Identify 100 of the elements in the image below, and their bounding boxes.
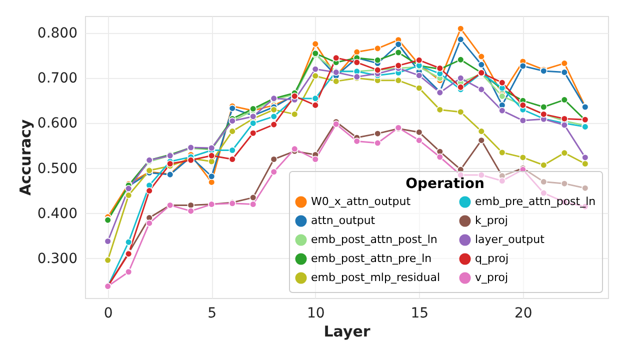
point xyxy=(250,120,257,127)
point xyxy=(332,54,340,62)
point xyxy=(270,156,278,163)
point xyxy=(291,145,298,152)
legend-label: emb_post_mlp_residual xyxy=(311,271,440,284)
point xyxy=(374,130,382,138)
legend-label: attn_output xyxy=(311,214,376,227)
point xyxy=(436,106,444,114)
point xyxy=(353,138,360,145)
point xyxy=(270,121,278,128)
point xyxy=(125,184,132,192)
point xyxy=(125,192,132,199)
y-tick-label: 0.600 xyxy=(37,116,78,132)
point xyxy=(104,238,112,245)
point xyxy=(353,48,360,56)
legend-label: emb_post_attn_pre_ln xyxy=(311,252,432,265)
point xyxy=(582,184,589,192)
point xyxy=(457,25,464,32)
point xyxy=(312,94,319,102)
point xyxy=(353,58,360,66)
point xyxy=(416,72,423,80)
point xyxy=(498,177,506,184)
point xyxy=(332,78,340,85)
y-tick-label: 0.400 xyxy=(37,206,78,222)
point xyxy=(104,256,112,264)
point xyxy=(374,56,382,64)
point xyxy=(394,76,402,84)
point xyxy=(250,130,257,137)
point xyxy=(540,162,548,169)
point xyxy=(560,96,568,104)
legend-label: k_proj xyxy=(475,214,508,227)
point xyxy=(208,152,216,160)
legend-label: W0_x_attn_output xyxy=(311,195,412,208)
y-tick-label: 0.700 xyxy=(37,70,78,87)
point xyxy=(166,160,174,168)
point xyxy=(457,108,464,116)
point xyxy=(416,56,423,64)
point xyxy=(478,136,485,144)
legend-label: emb_post_attn_post_ln xyxy=(311,233,438,246)
point xyxy=(519,154,526,162)
point xyxy=(436,153,444,161)
point xyxy=(498,107,506,114)
point xyxy=(519,62,526,70)
point xyxy=(560,149,568,156)
x-tick-label: 20 xyxy=(514,306,532,322)
point xyxy=(478,52,485,60)
point xyxy=(208,178,216,186)
legend-label: v_proj xyxy=(475,271,508,284)
point xyxy=(228,128,236,135)
point xyxy=(519,116,526,124)
point xyxy=(374,44,382,52)
legend-title: Operation xyxy=(406,176,484,192)
point xyxy=(560,180,568,188)
x-tick-label: 10 xyxy=(306,306,325,322)
point xyxy=(146,187,153,194)
point xyxy=(208,172,216,180)
point xyxy=(560,68,568,76)
point xyxy=(187,202,194,209)
point xyxy=(312,40,319,48)
point xyxy=(540,178,548,186)
point xyxy=(457,56,464,64)
legend-label: emb_pre_attn_post_ln xyxy=(475,195,596,208)
y-axis-title: Accuracy xyxy=(16,119,34,196)
point xyxy=(270,112,278,120)
point xyxy=(416,128,423,136)
point xyxy=(394,62,402,70)
point xyxy=(312,156,319,163)
point xyxy=(228,156,236,163)
y-tick-label: 0.800 xyxy=(37,26,78,42)
point xyxy=(374,139,382,147)
point xyxy=(312,72,319,80)
point xyxy=(478,128,485,135)
point xyxy=(125,268,132,276)
point xyxy=(146,220,153,227)
point xyxy=(457,74,464,82)
point xyxy=(540,189,548,197)
point xyxy=(478,61,485,68)
point xyxy=(416,136,423,144)
point xyxy=(250,194,257,202)
point xyxy=(416,84,423,92)
x-tick-label: 5 xyxy=(208,306,217,322)
x-tick-label: 0 xyxy=(104,306,113,322)
point xyxy=(250,200,257,208)
point xyxy=(125,238,132,246)
point xyxy=(498,148,506,156)
point xyxy=(270,106,278,114)
point xyxy=(208,158,216,166)
point xyxy=(270,168,278,176)
legend-label: layer_output xyxy=(475,233,546,246)
point xyxy=(312,66,319,73)
y-tick-label: 0.500 xyxy=(37,160,78,177)
point xyxy=(560,115,568,122)
point xyxy=(394,40,402,48)
x-axis-title: Layer xyxy=(324,322,371,340)
point xyxy=(540,103,548,111)
point xyxy=(291,110,298,118)
point xyxy=(332,120,340,128)
point xyxy=(498,92,506,100)
point xyxy=(228,146,236,154)
point xyxy=(560,60,568,67)
